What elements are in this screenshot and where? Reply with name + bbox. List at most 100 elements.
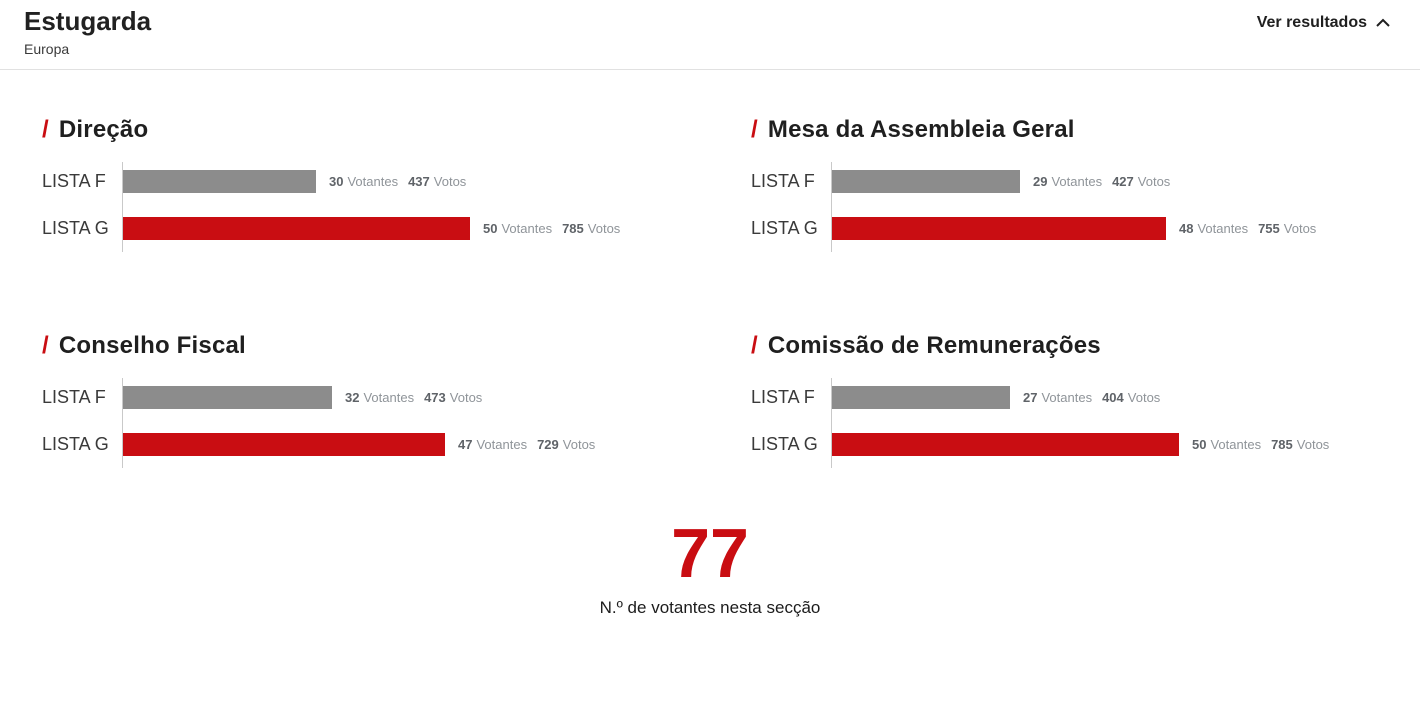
votantes-label: Votantes xyxy=(1041,390,1093,405)
slash-icon: / xyxy=(42,332,49,359)
votos-value: 729 xyxy=(537,437,559,452)
chart-body: LISTA F 32 Votantes 473 Votos LISTA G 47 Vot… xyxy=(42,378,681,468)
chart-section-mesa-assembleia: / Mesa da Assembleia Geral LISTA F 29 Vota… xyxy=(751,116,1390,252)
chart-title: Mesa da Assembleia Geral xyxy=(767,116,1075,143)
chart-row-lista-f: LISTA F 30 Votantes 437 Votos xyxy=(42,170,681,193)
slash-icon: / xyxy=(751,116,758,143)
votos-label: Votos xyxy=(562,437,596,452)
votos-value: 437 xyxy=(408,174,430,189)
chart-section-comissao-remuneracoes: / Comissão de Remunerações LISTA F 27 Vota… xyxy=(751,332,1390,468)
total-votantes-value: 77 xyxy=(671,514,749,592)
bar-lista-g xyxy=(831,433,1179,456)
chart-row-lista-g: LISTA G 50 Votantes 785 Votos xyxy=(751,433,1390,456)
votos-label: Votos xyxy=(449,390,483,405)
chart-title: Conselho Fiscal xyxy=(58,332,246,359)
chart-row-lista-g: LISTA G 48 Votantes 755 Votos xyxy=(751,217,1390,240)
bar-lista-f xyxy=(122,170,316,193)
header-titles: Estugarda Europa xyxy=(24,6,151,57)
votos-label: Votos xyxy=(1127,390,1161,405)
results-header: Estugarda Europa Ver resultados xyxy=(0,0,1420,69)
header-divider xyxy=(0,69,1420,70)
axis-line xyxy=(122,162,123,252)
votos-label: Votos xyxy=(1283,221,1317,236)
list-label: LISTA G xyxy=(42,218,109,238)
bar-lista-f xyxy=(831,386,1010,409)
votos-label: Votos xyxy=(1296,437,1330,452)
chart-section-direcao: / Direção LISTA F 30 Votantes 437 Votos LIST… xyxy=(42,116,681,252)
votos-value: 785 xyxy=(562,221,584,236)
votos-value: 404 xyxy=(1102,390,1124,405)
votantes-value: 50 xyxy=(483,221,498,236)
slash-icon: / xyxy=(751,332,758,359)
bar-lista-g xyxy=(831,217,1166,240)
list-label: LISTA F xyxy=(42,171,106,191)
axis-line xyxy=(122,378,123,468)
bar-lista-f xyxy=(831,170,1020,193)
charts-grid: / Direção LISTA F 30 Votantes 437 Votos LIST… xyxy=(0,70,1420,468)
votantes-value: 30 xyxy=(329,174,344,189)
list-label: LISTA F xyxy=(42,387,106,407)
votantes-label: Votantes xyxy=(1197,221,1249,236)
slash-icon: / xyxy=(42,116,49,143)
page-title: Estugarda xyxy=(24,6,152,36)
bar-stats: 32 Votantes 473 Votos xyxy=(345,390,482,405)
bar-stats: 50 Votantes 785 Votos xyxy=(483,221,620,236)
chart-title: Comissão de Remunerações xyxy=(767,332,1101,359)
bar-stats: 30 Votantes 437 Votos xyxy=(329,174,466,189)
votantes-label: Votantes xyxy=(347,174,399,189)
page-subtitle: Europa xyxy=(24,41,70,57)
votantes-value: 27 xyxy=(1023,390,1038,405)
bar-stats: 29 Votantes 427 Votos xyxy=(1033,174,1170,189)
bar-stats: 27 Votantes 404 Votos xyxy=(1023,390,1160,405)
toggle-results-button[interactable]: Ver resultados xyxy=(1257,6,1390,40)
list-label: LISTA G xyxy=(42,434,109,454)
chart-title-row: / Conselho Fiscal xyxy=(42,332,681,360)
bar-stats: 47 Votantes 729 Votos xyxy=(458,437,595,452)
section-total: 77 N.º de votantes nesta secção xyxy=(0,518,1420,618)
bar-lista-g xyxy=(122,217,470,240)
chart-title-row: / Mesa da Assembleia Geral xyxy=(751,116,1390,144)
votantes-label: Votantes xyxy=(1051,174,1103,189)
votos-value: 755 xyxy=(1258,221,1280,236)
votantes-value: 29 xyxy=(1033,174,1048,189)
votos-value: 473 xyxy=(424,390,446,405)
votantes-value: 32 xyxy=(345,390,360,405)
votantes-label: Votantes xyxy=(476,437,528,452)
chart-body: LISTA F 27 Votantes 404 Votos LISTA G 50 Vot… xyxy=(751,378,1390,468)
chart-row-lista-f: LISTA F 32 Votantes 473 Votos xyxy=(42,386,681,409)
axis-line xyxy=(831,162,832,252)
list-label: LISTA F xyxy=(751,387,815,407)
votantes-label: Votantes xyxy=(1210,437,1262,452)
votantes-label: Votantes xyxy=(501,221,553,236)
chart-row-lista-f: LISTA F 27 Votantes 404 Votos xyxy=(751,386,1390,409)
chart-section-conselho-fiscal: / Conselho Fiscal LISTA F 32 Votantes 473 Vo… xyxy=(42,332,681,468)
chart-row-lista-g: LISTA G 47 Votantes 729 Votos xyxy=(42,433,681,456)
votos-value: 785 xyxy=(1271,437,1293,452)
votantes-value: 48 xyxy=(1179,221,1194,236)
bar-lista-f xyxy=(122,386,332,409)
votos-value: 427 xyxy=(1112,174,1134,189)
chevron-up-icon xyxy=(1376,14,1390,32)
list-label: LISTA G xyxy=(751,218,818,238)
votantes-label: Votantes xyxy=(363,390,415,405)
votantes-value: 47 xyxy=(458,437,473,452)
votantes-value: 50 xyxy=(1192,437,1207,452)
votos-label: Votos xyxy=(587,221,621,236)
votos-label: Votos xyxy=(1137,174,1171,189)
chart-title-row: / Direção xyxy=(42,116,681,144)
list-label: LISTA F xyxy=(751,171,815,191)
chart-body: LISTA F 29 Votantes 427 Votos LISTA G 48 Vot… xyxy=(751,162,1390,252)
chart-body: LISTA F 30 Votantes 437 Votos LISTA G 50 Vot… xyxy=(42,162,681,252)
list-label: LISTA G xyxy=(751,434,818,454)
chart-title: Direção xyxy=(58,116,149,143)
chart-row-lista-g: LISTA G 50 Votantes 785 Votos xyxy=(42,217,681,240)
votos-label: Votos xyxy=(433,174,467,189)
total-votantes-caption: N.º de votantes nesta secção xyxy=(599,598,821,617)
toggle-results-label: Ver resultados xyxy=(1256,14,1367,31)
axis-line xyxy=(831,378,832,468)
bar-stats: 48 Votantes 755 Votos xyxy=(1179,221,1316,236)
chart-row-lista-f: LISTA F 29 Votantes 427 Votos xyxy=(751,170,1390,193)
chart-title-row: / Comissão de Remunerações xyxy=(751,332,1390,360)
bar-stats: 50 Votantes 785 Votos xyxy=(1192,437,1329,452)
bar-lista-g xyxy=(122,433,445,456)
